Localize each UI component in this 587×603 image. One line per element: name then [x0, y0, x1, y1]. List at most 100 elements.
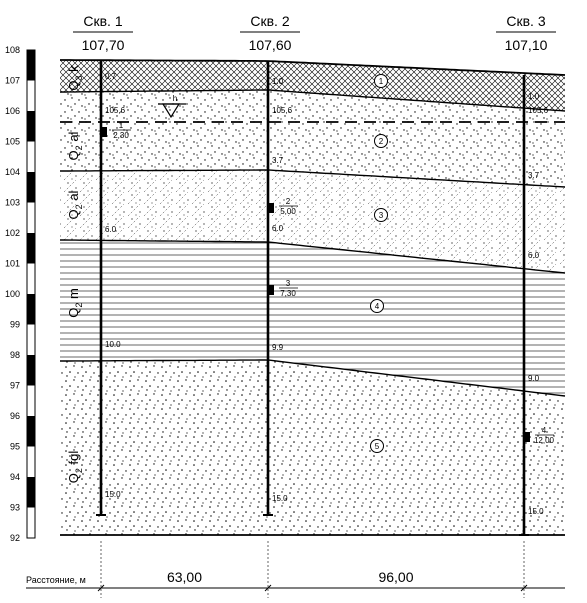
sample-marker [267, 203, 274, 213]
depth-label: 105,6 [272, 106, 293, 115]
distance-tick [520, 584, 528, 592]
depth-label: 15.0 [528, 507, 544, 516]
depth-label: 0.7 [105, 72, 117, 81]
sample-depth: 2,30 [113, 131, 129, 140]
depth-label: 105,6 [105, 106, 126, 115]
index-suffix: fgl [66, 451, 81, 468]
layer-index-label: Q2 al [66, 131, 84, 160]
depth-label: 15.0 [105, 490, 121, 499]
distance-tick [97, 584, 105, 592]
scale-bar-segment [27, 50, 35, 81]
scale-tick-label: 92 [10, 533, 20, 543]
sample-number: 1 [119, 121, 124, 130]
ground-surface-line [60, 59, 566, 76]
layer-number-circle [374, 74, 388, 88]
scale-tick-label: 96 [10, 411, 20, 421]
index-suffix: m [66, 288, 81, 302]
index-main: Q [66, 209, 81, 219]
borehole-3: Скв. 3 107,10 1.0 105,6 3.7 6.0 9.0 15.0 412,00 [496, 13, 556, 536]
sample-number: 2 [286, 197, 291, 206]
depth-label: 6.0 [105, 225, 117, 234]
boreholes: Скв. 1107,700.7105,66.010.015.012,30Скв.… [73, 13, 556, 536]
layer-4-fill [60, 240, 565, 396]
layer-number: 2 [379, 137, 384, 146]
depth-label: 1.0 [528, 92, 540, 101]
layer-index-label: Q2 m [66, 288, 84, 318]
scale-tick-label: 103 [5, 198, 20, 208]
layer-boundaries: h [60, 59, 566, 536]
scale-tick-label: 107 [5, 76, 20, 86]
index-sub: 2 [74, 204, 84, 209]
sample-depth: 7,30 [280, 289, 296, 298]
borehole-name: Скв. 1 [83, 13, 122, 29]
scale-bar-segment [27, 111, 35, 142]
layer-index-text: Q2 al [66, 190, 84, 219]
sample-depth: 12,00 [534, 436, 555, 445]
sample-marker [100, 127, 107, 137]
layer-5-fill [60, 360, 565, 535]
depth-label: 3.7 [272, 156, 284, 165]
depth-label: 9.9 [272, 343, 284, 352]
index-suffix: al [66, 190, 81, 204]
layer-index-text: Q2 fgl [66, 451, 84, 484]
sample-number: 3 [286, 279, 291, 288]
scale-tick-label: 98 [10, 350, 20, 360]
sample-depth: 5,00 [280, 207, 296, 216]
sample-marker [523, 432, 530, 442]
layer-number-circle [370, 299, 384, 313]
depth-label: 15.0 [272, 494, 288, 503]
index-main: Q [66, 150, 81, 160]
layer-number-circle [374, 208, 388, 222]
layer-number-circle [370, 439, 384, 453]
layer-number: 3 [379, 211, 384, 220]
scale-bar-segment [27, 233, 35, 264]
depth-label: 6.0 [528, 251, 540, 260]
layer-1-fill [60, 60, 565, 111]
distance-value: 96,00 [378, 569, 413, 585]
layer-number: 1 [379, 77, 384, 86]
layer-boundary [60, 169, 566, 188]
scale-bar-segment [27, 172, 35, 203]
borehole-elevation: 107,70 [82, 37, 125, 53]
scale-tick-label: 105 [5, 137, 20, 147]
layer-fills [60, 60, 565, 535]
layer-number-circle [374, 134, 388, 148]
borehole-elevation: 107,10 [505, 37, 548, 53]
scale-tick-label: 100 [5, 289, 20, 299]
index-suffix: k [66, 65, 81, 76]
scale-tick-label: 106 [5, 106, 20, 116]
depth-label: 3.7 [528, 171, 540, 180]
index-sub: 3 [74, 75, 84, 80]
depth-label: 105,6 [528, 106, 549, 115]
layer-index-text: Q3 k [66, 65, 84, 91]
layer-index-text: Q2 al [66, 131, 84, 160]
depth-label: 1.0 [272, 77, 284, 86]
borehole-elevation: 107,60 [249, 37, 292, 53]
layer-number: 4 [375, 302, 380, 311]
sample-marker [267, 285, 274, 295]
scale-tick-label: 99 [10, 320, 20, 330]
elevation-scale: 108 107 106 105 104 103 102 101 100 99 98 97 96 95 94 9… [5, 45, 36, 543]
scale-bar-segment [27, 416, 35, 447]
index-main: Q [66, 81, 81, 91]
layer-3-fill [60, 170, 565, 273]
depth-label: 10.0 [105, 340, 121, 349]
layer-index-label: Q2 fgl [66, 451, 84, 484]
distance-caption: Расстояние, м [26, 575, 86, 585]
scale-tick-label: 101 [5, 259, 20, 269]
layer-2-fill [60, 90, 565, 187]
borehole-2: Скв. 2 107,60 1.0 105,6 3.7 6.0 9.9 15.0 25,00 37… [240, 13, 300, 516]
index-main: Q [66, 473, 81, 483]
sample-number: 4 [542, 426, 547, 435]
scale-tick-label: 97 [10, 381, 20, 391]
borehole-name: Скв. 2 [250, 13, 289, 29]
layer-boundary [60, 89, 566, 112]
layer-index-text: Q2 m [66, 288, 84, 318]
scale-bar-segment [27, 355, 35, 386]
scale-tick-label: 104 [5, 167, 20, 177]
scale-tick-label: 108 [5, 45, 20, 55]
scale-tick-label: 94 [10, 472, 20, 482]
borehole-1: Скв. 1 107,70 0.7 105,6 6.0 10.0 15.0 12,30 [73, 13, 133, 516]
